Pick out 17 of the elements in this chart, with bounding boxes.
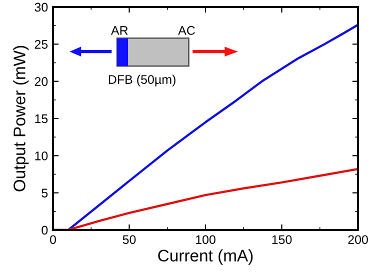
x-tick-label: 150	[272, 235, 292, 244]
y-tick-label: 0	[42, 226, 48, 235]
x-tick-label: 100	[196, 235, 216, 244]
y-tick-label: 5	[42, 188, 48, 198]
annotation: AC	[178, 26, 195, 35]
x-tick-label: 0	[50, 235, 56, 244]
x-tick-label: 50	[122, 235, 136, 244]
y-axis-title: Output Power (mW)	[13, 46, 29, 192]
x-tick-label: 200	[348, 235, 368, 244]
y-tick-label: 10	[35, 151, 48, 160]
y-tick-label: 15	[35, 114, 48, 124]
annotation: DFB (50µm)	[108, 74, 176, 86]
y-tick-label: 20	[34, 77, 48, 86]
y-tick-label: 25	[34, 40, 48, 49]
y-tick-label: 30	[34, 2, 48, 12]
x-axis-title: Current (mA)	[158, 249, 253, 265]
annotation: AR	[110, 26, 128, 35]
